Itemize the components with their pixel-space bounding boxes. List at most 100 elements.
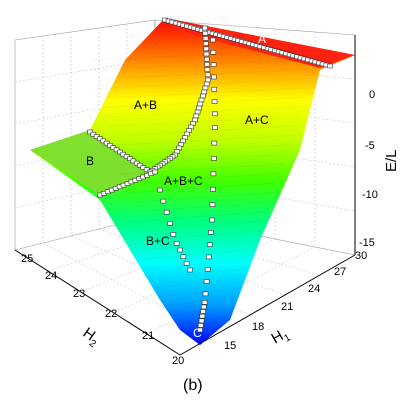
boundary-marker-center	[208, 230, 214, 235]
surface-shade-line	[104, 106, 303, 118]
y-axis-title: H2	[78, 324, 103, 350]
boundary-marker-bc	[170, 232, 177, 237]
region-label-a-plus-b: A+B	[134, 98, 157, 112]
y-tick-label: 25	[21, 253, 33, 265]
boundary-marker-center	[211, 99, 218, 104]
plateau-a	[165, 18, 355, 68]
boundary-marker-center	[210, 186, 216, 192]
axes-lines	[14, 35, 356, 356]
boundary-marker-a-ab	[204, 62, 210, 67]
x-tick-label: 24	[308, 283, 320, 295]
z-tick-label: -5	[365, 140, 375, 152]
boundary-marker-center	[201, 300, 208, 305]
x-tick-label: 18	[252, 321, 264, 333]
boundary-marker-a-ab	[193, 113, 200, 119]
boundary-marker-bc	[183, 261, 190, 266]
boundary-marker-bc	[177, 247, 183, 253]
boundary-marker-a-top	[327, 63, 333, 69]
boundary-marker-center	[211, 74, 217, 80]
boundary-marker-bc	[173, 241, 180, 246]
y-axis-ticks: 20 21 22 23 24 25	[21, 253, 184, 367]
boundary-marker-a-ab	[202, 85, 209, 91]
boundary-marker-center	[211, 86, 218, 92]
surface-shade-line	[144, 258, 255, 270]
z-tick-label: -15	[359, 237, 375, 249]
boundary-marker-bc	[160, 198, 167, 204]
boundary-marker-bc	[167, 221, 173, 226]
surface-shade-line	[114, 144, 291, 156]
z-axis-ticks: 0 -5 -10 -15	[359, 89, 378, 249]
boundary-marker-bc	[157, 187, 163, 193]
y-tick-label: 20	[172, 355, 184, 367]
surface-shade-line	[107, 116, 300, 127]
surface-shade-line	[132, 211, 270, 222]
y-tick-label: 21	[142, 330, 154, 342]
surface-shade-line	[149, 277, 249, 289]
region-label-b-plus-c: B+C	[146, 234, 170, 248]
surface-shade-line	[129, 201, 273, 213]
surface-shade-line	[159, 315, 237, 327]
surface-shade-line	[139, 239, 261, 251]
x-axis-ticks: 15 18 21 24 27 30	[224, 250, 367, 352]
boundary-marker-bc	[163, 209, 170, 215]
surface-shade-line	[157, 306, 240, 317]
boundary-marker-center	[211, 125, 218, 130]
surface-shade-line	[124, 182, 279, 194]
boundary-marker-a-ab	[197, 101, 203, 107]
boundary-marker-a-ab	[202, 25, 208, 31]
surface-shade-line	[137, 230, 264, 241]
axis-line	[14, 249, 181, 356]
plateau-b	[30, 130, 155, 195]
boundary-marker-a-ab	[200, 93, 206, 99]
boundary-marker-center	[204, 266, 211, 272]
boundary-marker-b-bc	[152, 169, 158, 175]
boundary-marker-a-ab	[198, 97, 205, 103]
boundary-marker-a-ab	[202, 36, 209, 41]
surface-shade-line	[94, 68, 315, 80]
boundary-marker-center	[210, 171, 217, 177]
boundary-marker-a-ab	[204, 56, 210, 62]
boundary-marker-center	[211, 156, 217, 161]
surface-shade-line	[134, 220, 267, 232]
z-axis-title: E/L	[383, 149, 400, 172]
surface-shade-line	[122, 173, 282, 184]
grid-line	[42, 242, 216, 336]
boundary-marker-a-ab	[203, 51, 210, 57]
boundary-marker-a-ab	[204, 67, 211, 72]
boundary-marker-a-ab	[196, 105, 202, 111]
boundary-marker-center	[199, 313, 206, 319]
boundary-marker-center	[203, 279, 210, 284]
boundary-marker-a-ab	[194, 109, 201, 115]
boundary-marker-center	[207, 242, 213, 247]
surface-shade-line	[152, 287, 246, 298]
surface-shade-line	[142, 249, 258, 260]
x-tick-label: 30	[355, 250, 367, 262]
boundary-marker-center	[197, 327, 203, 333]
boundary-marker-center	[202, 291, 209, 297]
boundary-marker-a-ab	[203, 46, 209, 52]
surface-shade-line	[147, 268, 252, 279]
surface-shade-line	[102, 97, 306, 108]
region-label-a-plus-b-plus-c: A+B+C	[164, 174, 203, 188]
boundary-marker-center	[210, 37, 216, 43]
surface-shade-line	[109, 125, 297, 137]
phase-boundaries	[87, 17, 333, 333]
grid-line	[146, 246, 316, 335]
axis-line	[179, 254, 356, 356]
boundary-marker-a-ab	[203, 41, 209, 46]
boundary-marker-center	[209, 217, 215, 223]
surface-fill	[30, 18, 355, 345]
boundary-marker-center	[211, 140, 218, 146]
boundary-marker-bc	[180, 254, 187, 259]
y-tick-label: 22	[105, 308, 117, 320]
boundary-marker-center	[209, 202, 216, 207]
boundary-marker-a-ab	[204, 72, 211, 78]
boundary-marker-center	[200, 309, 206, 314]
region-label-c: C	[193, 326, 202, 340]
surface-shade-line	[112, 135, 294, 146]
z-tick-label: 0	[369, 89, 375, 101]
z-tick-label: -10	[362, 189, 378, 201]
surface-shade-line	[154, 296, 243, 308]
boundary-marker-center	[198, 318, 205, 324]
